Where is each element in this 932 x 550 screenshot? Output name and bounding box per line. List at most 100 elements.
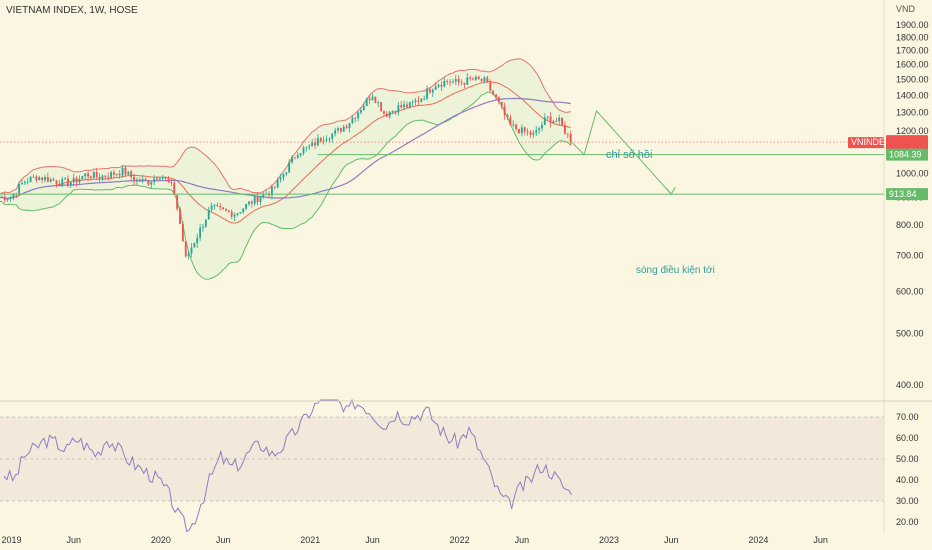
currency-label: VND: [896, 4, 916, 14]
support1-badge-bg: [886, 148, 928, 161]
candle: [285, 171, 288, 177]
bollinger-lower-line: [0, 91, 572, 280]
candle: [250, 200, 253, 208]
candle-body: [150, 182, 153, 185]
candle-body: [368, 98, 371, 101]
candle: [302, 145, 305, 156]
candle-body: [270, 186, 273, 196]
candle-body: [69, 182, 72, 186]
candle: [463, 82, 466, 89]
candle-body: [3, 196, 6, 201]
candle-body: [110, 172, 112, 178]
candle: [331, 132, 334, 143]
candle: [90, 175, 92, 180]
candle-body: [124, 167, 127, 175]
candle-body: [538, 128, 541, 131]
candle: [49, 177, 52, 183]
candle: [147, 179, 150, 187]
candle: [474, 75, 477, 81]
candle: [362, 102, 365, 111]
candle: [216, 202, 219, 207]
candle-body: [385, 113, 388, 117]
candle-body: [426, 89, 428, 99]
candle-body: [446, 81, 449, 82]
candle: [446, 79, 449, 85]
candle: [222, 207, 225, 210]
candle-body: [285, 172, 288, 175]
candle: [434, 82, 437, 90]
candle: [397, 101, 400, 116]
candle-body: [526, 131, 529, 133]
candle: [23, 180, 26, 185]
time-tick-label: 2022: [450, 535, 470, 545]
candle-body: [293, 156, 296, 158]
candle-body: [118, 174, 121, 176]
candle-body: [273, 186, 276, 188]
candle: [314, 138, 316, 150]
candle: [541, 121, 543, 132]
candle-body: [314, 142, 316, 146]
candle: [204, 219, 207, 228]
candle: [270, 184, 273, 200]
candle: [469, 75, 472, 81]
candle: [75, 176, 78, 187]
candle-body: [535, 130, 538, 133]
candles-layer: [0, 73, 572, 260]
candle: [569, 130, 572, 146]
candle-body: [319, 138, 322, 142]
candle: [242, 207, 245, 214]
candle: [354, 116, 357, 123]
rsi-tick-label: 20.00: [896, 517, 919, 527]
annotation-wave: sóng điều kiện tới: [636, 264, 715, 276]
candle-body: [400, 105, 403, 108]
price-tick-label: 1300.00: [896, 108, 929, 118]
candle: [411, 99, 414, 106]
price-tick-label: 700.00: [896, 251, 924, 261]
candle: [383, 110, 385, 117]
candle: [566, 133, 569, 139]
candle: [466, 73, 469, 86]
candle-body: [546, 116, 549, 118]
candle-body: [81, 176, 84, 179]
candle: [316, 133, 319, 147]
candle-body: [6, 198, 9, 201]
candle: [437, 83, 440, 89]
candle-body: [454, 78, 457, 82]
candle: [138, 177, 141, 182]
candle-body: [406, 104, 408, 108]
candle: [184, 240, 187, 258]
candle: [477, 75, 480, 80]
candle: [339, 127, 342, 134]
candle-body: [75, 177, 78, 183]
candle: [535, 125, 538, 137]
candle: [219, 203, 222, 211]
candle-body: [112, 172, 115, 175]
candle-body: [288, 162, 291, 173]
candle-body: [64, 178, 67, 180]
candle-body: [566, 133, 569, 135]
candle-body: [354, 118, 357, 119]
candle-body: [523, 127, 526, 132]
candle-body: [58, 183, 61, 186]
candle-body: [497, 97, 500, 102]
candle: [52, 177, 55, 181]
candle: [84, 172, 87, 180]
candle-body: [377, 102, 380, 103]
time-tick-label: 2024: [748, 535, 768, 545]
candle-body: [115, 174, 118, 175]
candle-body: [23, 181, 26, 184]
price-tick-label: 1400.00: [896, 91, 929, 101]
candle: [543, 113, 546, 125]
candle-body: [561, 117, 564, 125]
candle-body: [512, 124, 515, 126]
candle-body: [253, 196, 256, 204]
candle-body: [331, 133, 334, 139]
candle: [279, 173, 282, 183]
candle-body: [173, 182, 176, 195]
candle: [245, 203, 248, 211]
symbol-badge: VNINDEX: [848, 137, 891, 149]
time-tick-label: Jun: [813, 535, 828, 545]
candle: [170, 179, 173, 186]
candle-body: [515, 124, 518, 130]
candle-body: [342, 126, 345, 132]
